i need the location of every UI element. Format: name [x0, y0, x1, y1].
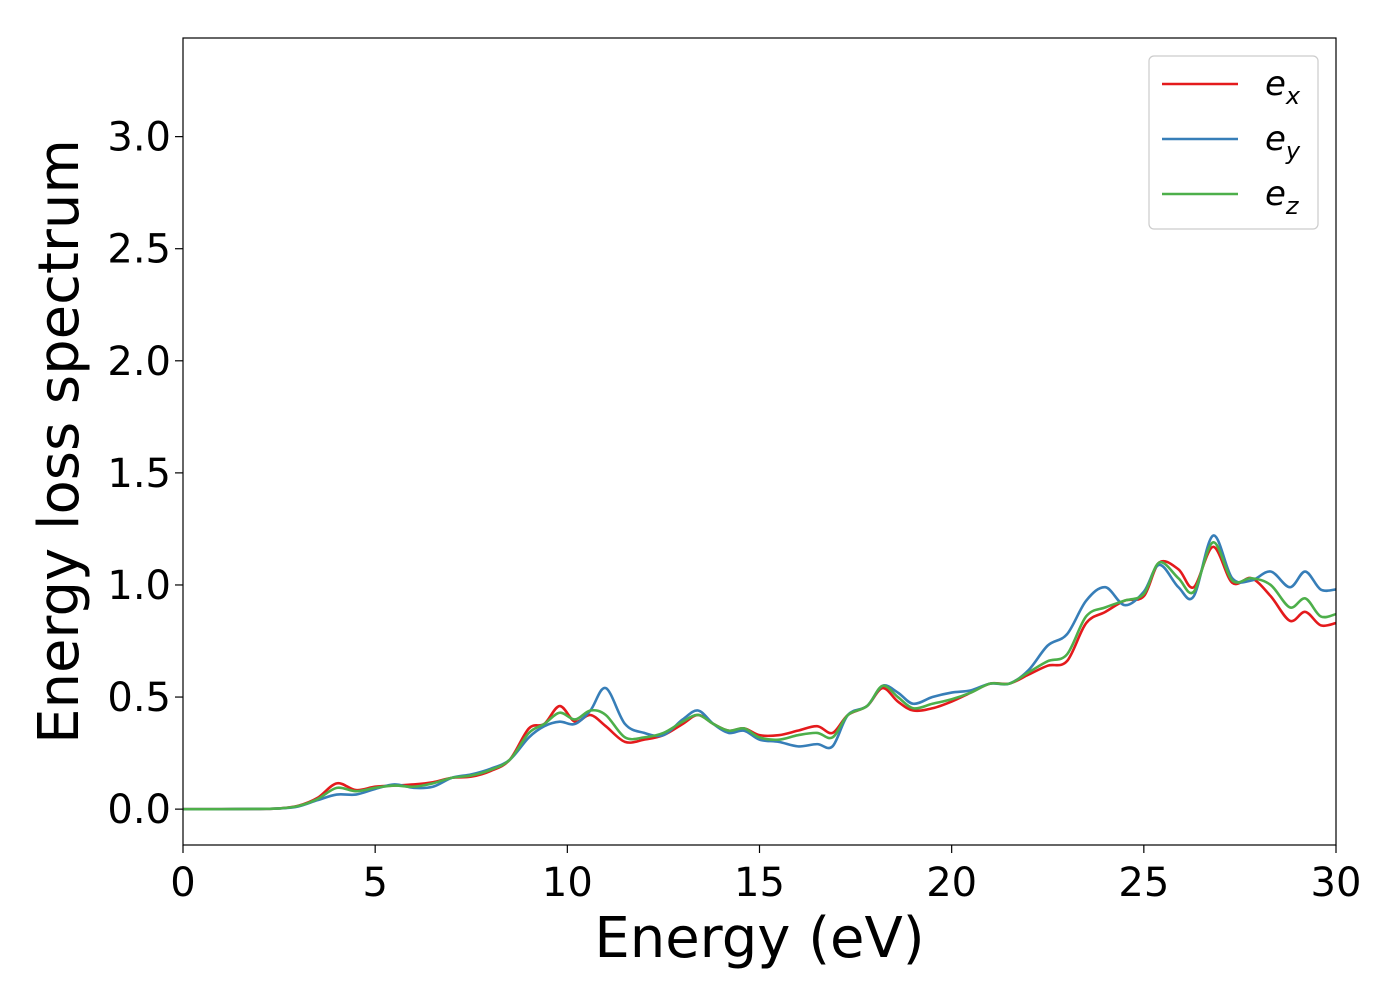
x-tick-label: 0	[170, 860, 195, 906]
y-tick-label: 1.5	[107, 451, 171, 497]
series-line-y	[183, 534, 1336, 811]
y-axis-title: Energy loss spectrum	[27, 139, 92, 744]
legend-label-z: ez	[1265, 174, 1300, 220]
x-tick-label: 15	[734, 860, 785, 906]
series-line-x	[183, 545, 1336, 811]
y-tick-label: 0.5	[107, 675, 171, 721]
y-tick-label: 2.0	[107, 339, 171, 385]
x-tick-label: 10	[542, 860, 593, 906]
x-axis-title: Energy (eV)	[594, 906, 924, 971]
y-axis-ticks: 0.0 0.5 1.0 1.5 2.0 2.5 3.0	[107, 115, 183, 833]
x-tick-label: 25	[1118, 860, 1169, 906]
series-layer	[183, 534, 1336, 811]
legend-box	[1148, 55, 1319, 230]
y-tick-label: 3.0	[107, 115, 171, 161]
legend: ex ey ez	[1148, 55, 1319, 230]
x-tick-label: 20	[926, 860, 977, 906]
x-axis-ticks: 0 5 10 15 20 25 30	[170, 845, 1361, 906]
x-tick-label: 5	[362, 860, 387, 906]
legend-label-x: ex	[1265, 64, 1301, 110]
x-tick-label: 30	[1311, 860, 1362, 906]
legend-label-y: ey	[1265, 119, 1301, 165]
y-tick-label: 2.5	[107, 227, 171, 273]
series-line-z	[183, 541, 1336, 811]
y-tick-label: 0.0	[107, 787, 171, 833]
y-tick-label: 1.0	[107, 563, 171, 609]
